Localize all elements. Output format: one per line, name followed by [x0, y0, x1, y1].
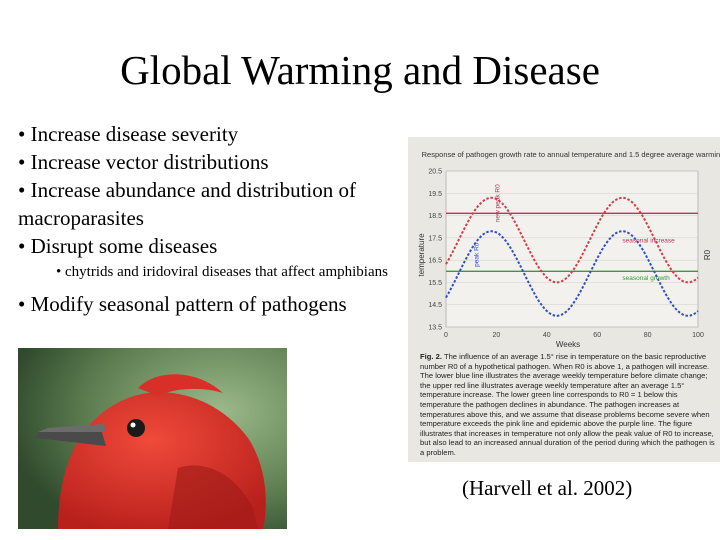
- pathogen-chart: Response of pathogen growth rate to annu…: [417, 150, 720, 349]
- series-wave: [445, 230, 699, 317]
- x-tick-label: 0: [444, 332, 448, 339]
- slide-title: Global Warming and Disease: [120, 47, 600, 93]
- caption-label: Fig. 2.: [420, 352, 442, 361]
- y-tick-label: 20.5: [428, 169, 442, 176]
- series-wave: [445, 196, 699, 284]
- x-tick-label: 100: [692, 332, 704, 339]
- x-tick-label: 80: [644, 332, 652, 339]
- bullet-vectors: • Increase vector distributions: [18, 150, 269, 174]
- y-tick-label: 17.5: [428, 235, 442, 242]
- annotation-peak: peak R0: [473, 242, 480, 267]
- x-tick-label: 40: [543, 332, 551, 339]
- x-axis-label: Weeks: [556, 340, 580, 349]
- bullet-macroparasites: • Increase abundance and distribution of…: [18, 178, 356, 230]
- citation: (Harvell et al. 2002): [462, 476, 633, 500]
- sub-bullet-chytrids: • chytrids and iridoviral diseases that …: [56, 264, 388, 280]
- caption-text: The influence of an average 1.5° rise in…: [420, 352, 715, 457]
- annotation-seasonal-increase: seasonal increase: [622, 237, 675, 244]
- y-tick-label: 14.5: [428, 302, 442, 309]
- plot-area: [445, 170, 699, 328]
- figure-caption: Fig. 2. The influence of an average 1.5°…: [420, 352, 716, 458]
- y-tick-label: 18.5: [428, 213, 442, 220]
- y-tick-label: 15.5: [428, 280, 442, 287]
- y2-axis-label: R0: [703, 249, 712, 260]
- annotation-new-peak: new peak R0: [494, 184, 501, 222]
- chart-title: Response of pathogen growth rate to annu…: [422, 150, 720, 159]
- x-tick-label: 20: [493, 332, 501, 339]
- bullet-disrupt: • Disrupt some diseases: [18, 234, 218, 258]
- bullet-severity: • Increase disease severity: [18, 122, 239, 146]
- bullet-list: • Increase disease severity • Increase v…: [18, 120, 406, 318]
- bullet-seasonal: • Modify seasonal pattern of pathogens: [18, 292, 347, 316]
- x-tick-label: 60: [593, 332, 601, 339]
- y-axis-label: temperature: [417, 233, 426, 277]
- figure-panel: Response of pathogen growth rate to annu…: [408, 137, 720, 462]
- bird-image: [18, 348, 287, 529]
- y-tick-label: 13.5: [428, 325, 442, 332]
- annotation-seasonal-growth: seasonal growth: [622, 275, 670, 282]
- y-tick-label: 16.5: [428, 258, 442, 265]
- y-tick-label: 19.5: [428, 191, 442, 198]
